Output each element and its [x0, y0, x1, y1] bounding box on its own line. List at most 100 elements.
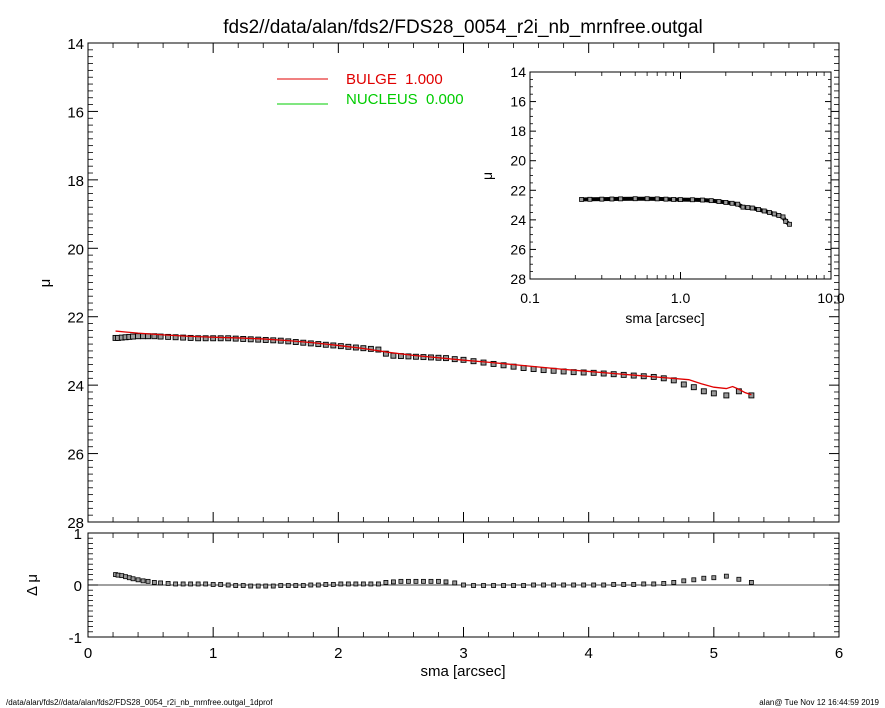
- residual-y-tick-label: -1: [69, 630, 82, 647]
- residual-point: [571, 582, 577, 588]
- data-point: [580, 369, 587, 376]
- main-y-tick-label: 14: [67, 36, 84, 53]
- main-plot: 14 16 18 20 22 24 26 28 μ: [37, 36, 840, 532]
- residual-point: [581, 582, 587, 588]
- data-point: [300, 339, 307, 346]
- legend: BULGE 1.000 NUCLEUS 0.000: [277, 71, 464, 108]
- data-point: [187, 334, 194, 341]
- data-point: [490, 360, 497, 367]
- residual-point: [413, 578, 419, 584]
- inset-x-tick-label: 10.0: [817, 290, 844, 306]
- data-point: [723, 392, 730, 399]
- residual-point: [723, 573, 729, 579]
- residual-point: [225, 582, 231, 588]
- residual-point: [360, 581, 366, 587]
- residual-point: [145, 578, 151, 584]
- residual-point: [151, 580, 157, 585]
- residual-point: [681, 578, 687, 584]
- data-point: [232, 335, 239, 342]
- residual-point: [180, 581, 186, 587]
- residual-x-tick-label: 0: [84, 645, 92, 662]
- data-point: [700, 388, 707, 395]
- chart-title: fds2//data/alan/fds2/FDS28_0054_r2i_nb_m…: [223, 17, 703, 38]
- legend-bulge-label: BULGE 1.000: [346, 71, 443, 88]
- data-point: [690, 384, 697, 391]
- residual-point: [218, 582, 224, 587]
- residual-point: [210, 582, 216, 587]
- residual-x-tick-label: 1: [209, 645, 217, 662]
- inset-data-point: [690, 197, 695, 203]
- inset-y-tick-label: 28: [510, 271, 526, 287]
- residual-y-ticks: -1 0 1: [69, 526, 839, 647]
- inset-x-ticks: 0.1 1.0 10.0: [520, 72, 845, 306]
- residual-point: [173, 581, 179, 587]
- residual-point: [601, 582, 607, 588]
- residual-point: [383, 580, 389, 585]
- residual-point: [701, 575, 707, 581]
- inset-plot-background: [530, 72, 831, 279]
- main-y-tick-label: 26: [67, 447, 84, 464]
- residual-data-points: [113, 572, 754, 589]
- residual-point: [491, 583, 496, 588]
- residual-x-ticks: 0 1 2 3 4 5 6: [84, 533, 843, 662]
- residual-point: [651, 581, 657, 587]
- main-y-axis-label: μ: [37, 279, 54, 288]
- residual-point: [140, 578, 146, 584]
- data-point: [405, 353, 412, 360]
- residual-point: [461, 582, 466, 588]
- inset-data-point: [599, 196, 605, 202]
- data-point: [307, 340, 314, 347]
- residual-point: [278, 583, 284, 588]
- residual-point: [338, 581, 344, 587]
- residual-point: [158, 580, 163, 586]
- data-point: [247, 336, 254, 343]
- inset-data-point: [700, 197, 705, 203]
- residual-x-tick-label: 6: [835, 645, 843, 662]
- residual-point: [270, 583, 276, 589]
- residual-point: [452, 580, 458, 586]
- data-point: [172, 334, 179, 341]
- main-y-tick-label: 24: [67, 378, 84, 395]
- data-point: [130, 333, 137, 340]
- residual-point: [285, 583, 291, 588]
- inset-y-tick-label: 18: [510, 123, 526, 139]
- data-point: [195, 335, 202, 342]
- inset-data-point: [723, 200, 729, 205]
- residual-point: [188, 581, 194, 587]
- inset-data-point: [618, 196, 624, 202]
- inset-y-tick-label: 16: [510, 94, 526, 110]
- residual-y-tick-label: 1: [74, 526, 82, 543]
- inset-data-point: [783, 218, 789, 224]
- residual-point: [375, 581, 381, 587]
- inset-plot: 14 16 18 20 22 24 26 28 0.1 1.0 10.0 μ sma [arcse…: [479, 64, 845, 326]
- inset-data-point: [644, 196, 650, 202]
- residual-point: [748, 580, 754, 585]
- residual-point: [551, 582, 557, 588]
- data-point: [710, 390, 717, 397]
- data-point: [165, 333, 172, 340]
- residual-point: [195, 581, 201, 587]
- residual-point: [368, 581, 374, 587]
- inset-x-tick-label: 1.0: [671, 290, 691, 306]
- data-point: [255, 336, 262, 343]
- residual-point: [203, 581, 209, 587]
- residual-point: [406, 578, 411, 584]
- inset-data-point: [671, 197, 677, 202]
- inset-y-tick-label: 26: [510, 241, 526, 257]
- residual-point: [471, 583, 476, 588]
- residual-point: [293, 583, 299, 588]
- footer-user-timestamp: alan@ Tue Nov 12 16:44:59 2019: [759, 698, 879, 707]
- main-y-ticks: 14 16 18 20 22 24 26 28: [67, 36, 839, 532]
- main-y-tick-label: 28: [67, 515, 84, 532]
- inset-x-axis-label: sma [arcsec]: [625, 310, 704, 326]
- residual-x-tick-label: 5: [710, 645, 718, 662]
- inset-data-point: [767, 210, 772, 215]
- data-point: [748, 392, 755, 399]
- residual-point: [736, 576, 742, 582]
- residual-x-tick-label: 3: [459, 645, 467, 662]
- residual-point: [621, 582, 627, 587]
- data-point: [375, 346, 382, 353]
- residual-point: [421, 578, 426, 584]
